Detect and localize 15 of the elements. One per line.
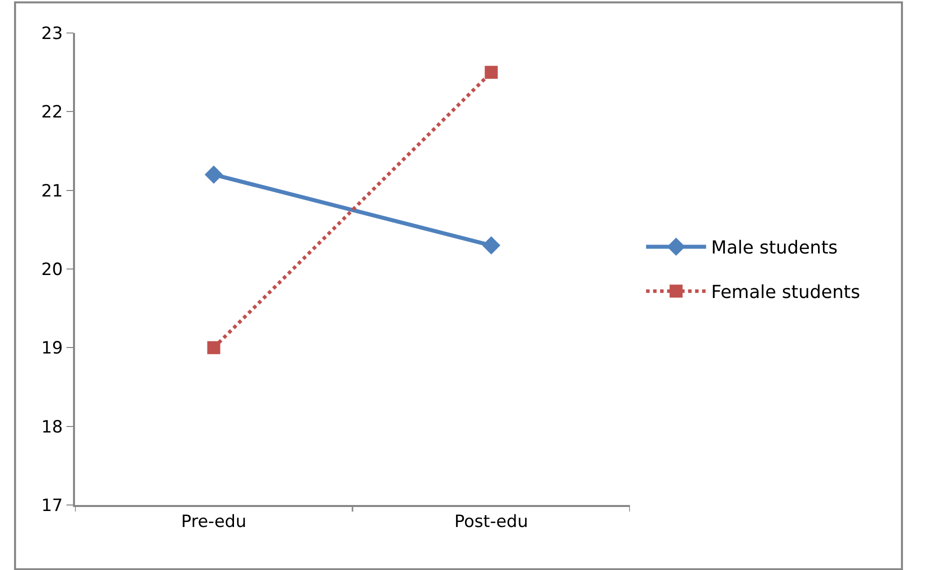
y-tick-label: 17 [41,496,63,516]
x-tick-label: Post-edu [454,512,528,532]
y-tick-label: 20 [41,260,63,280]
y-tick-label: 19 [41,338,63,359]
point [482,236,500,254]
point [204,166,223,184]
x-tick-label: Pre-edu [181,512,246,532]
point [484,66,498,79]
y-tick-label: 23 [41,24,63,44]
y-tick-label: 21 [41,181,63,202]
point [207,341,220,354]
legend-label: Male students [711,238,838,259]
y-tick-label: 18 [41,417,63,438]
y-tick-label: 22 [41,102,63,123]
legend-label: Female students [711,282,860,304]
